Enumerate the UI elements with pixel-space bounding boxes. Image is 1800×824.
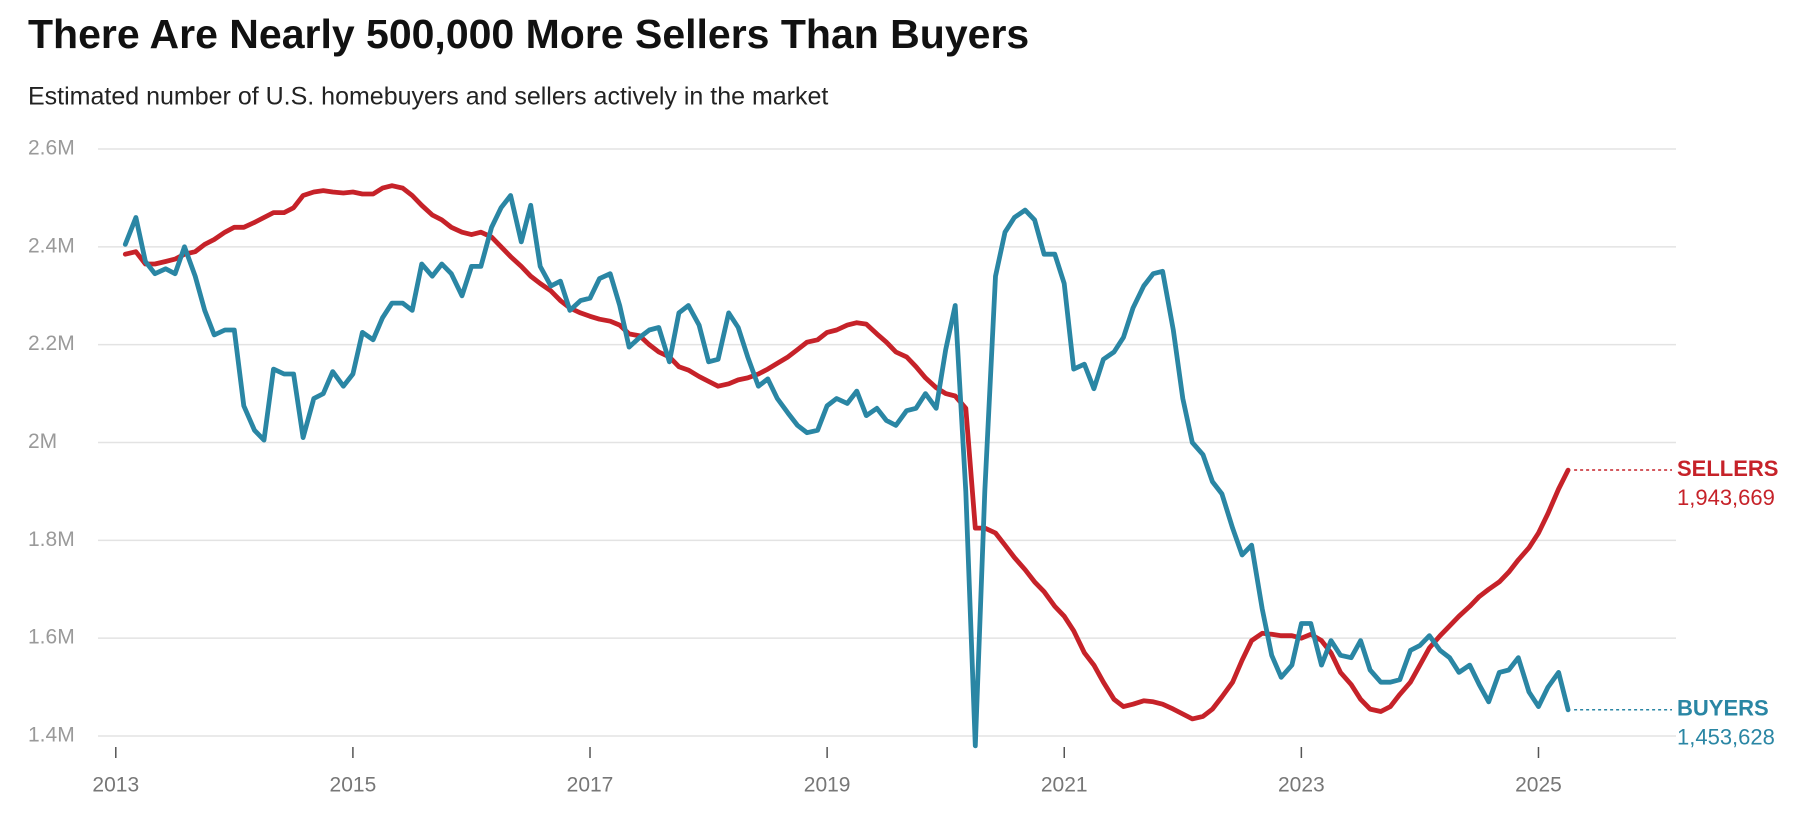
x-tick-label: 2019 xyxy=(804,774,851,797)
x-tick-label: 2021 xyxy=(1041,774,1088,797)
y-tick-label: 1.6M xyxy=(28,626,75,649)
y-tick-label: 2.4M xyxy=(28,234,75,257)
chart-subtitle: Estimated number of U.S. homebuyers and … xyxy=(28,83,828,111)
series-value-label: 1,943,669 xyxy=(1677,485,1775,510)
y-tick-label: 2.6M xyxy=(28,137,75,160)
y-tick-label: 2.2M xyxy=(28,332,75,355)
x-tick-label: 2017 xyxy=(567,774,614,797)
y-tick-label: 1.4M xyxy=(28,724,75,747)
series-label: BUYERS xyxy=(1677,696,1769,721)
x-tick-label: 2015 xyxy=(330,774,377,797)
x-tick-label: 2023 xyxy=(1278,774,1325,797)
series-value-label: 1,453,628 xyxy=(1677,725,1775,750)
x-tick-label: 2025 xyxy=(1515,774,1562,797)
series-line xyxy=(122,193,1571,749)
chart-title: There Are Nearly 500,000 More Sellers Th… xyxy=(28,11,1029,57)
y-tick-label: 2M xyxy=(28,430,57,453)
series-line xyxy=(122,183,1571,722)
x-tick-label: 2013 xyxy=(92,774,139,797)
series-label: SELLERS xyxy=(1677,456,1778,481)
y-tick-label: 1.8M xyxy=(28,528,75,551)
